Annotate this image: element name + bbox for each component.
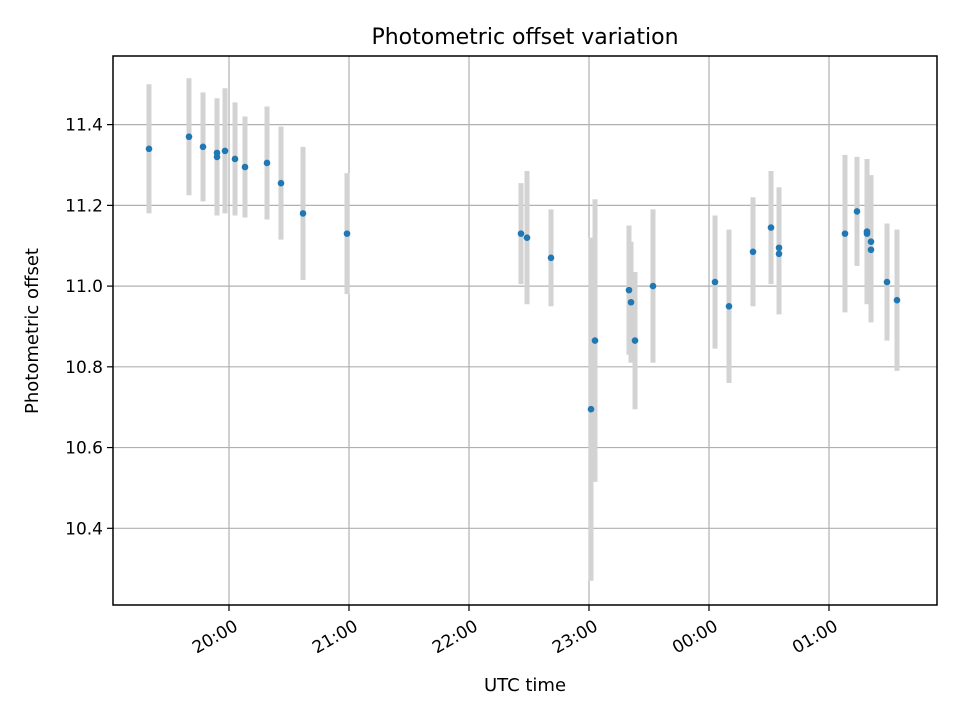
chart-title: Photometric offset variation [371, 25, 678, 50]
data-point [775, 250, 783, 258]
data-point [883, 278, 891, 286]
data-point [867, 246, 875, 254]
data-point [523, 234, 531, 241]
data-point [867, 238, 875, 245]
data-point [517, 230, 525, 237]
data-point [627, 298, 635, 306]
y-tick-label: 10.8 [65, 358, 103, 378]
plot-frame [112, 55, 938, 606]
data-point [725, 302, 733, 310]
data-point [775, 244, 783, 252]
y-axis-label: Photometric offset [22, 248, 43, 414]
y-tick-label: 10.4 [65, 519, 103, 539]
grid [113, 56, 937, 605]
y-tick-label: 11.4 [65, 116, 103, 136]
data-point [221, 147, 229, 155]
data-point [343, 230, 351, 237]
data-points [145, 133, 901, 413]
data-point [299, 210, 307, 217]
data-point [241, 163, 249, 171]
data-point [749, 248, 757, 256]
data-point [145, 145, 153, 153]
data-point [649, 282, 657, 290]
data-point [711, 278, 719, 286]
data-point [841, 230, 849, 237]
y-tick-label: 11.2 [65, 196, 103, 216]
data-point [213, 149, 221, 157]
data-point [199, 143, 207, 151]
y-tick-label: 11.0 [65, 277, 103, 297]
data-point [587, 405, 595, 413]
data-point [185, 133, 193, 141]
data-point [863, 230, 871, 237]
data-point [767, 224, 775, 231]
data-point [591, 337, 599, 344]
data-point [231, 155, 239, 163]
data-point [547, 254, 555, 262]
data-point [631, 337, 639, 344]
data-point [853, 208, 861, 215]
data-point [263, 159, 271, 167]
y-tick-label: 10.6 [65, 439, 103, 459]
data-point [893, 296, 901, 304]
x-axis-label: UTC time [484, 675, 566, 696]
data-point [277, 179, 285, 187]
data-point [625, 286, 633, 294]
